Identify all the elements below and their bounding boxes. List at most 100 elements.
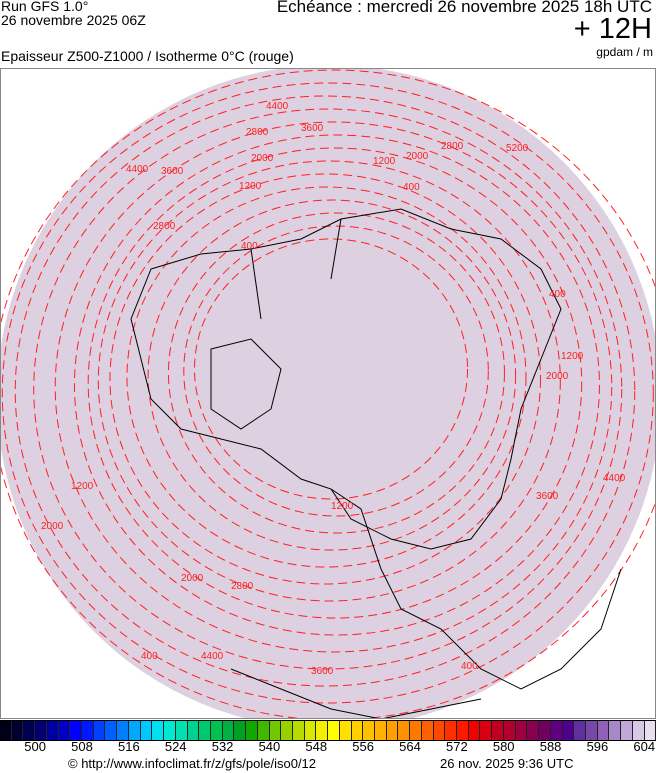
colorbar-swatch [140,721,153,740]
colorbar-swatch [164,721,176,740]
colorbar-swatch [609,721,622,740]
colorbar-swatch [351,721,364,740]
isotherm-line [183,225,489,517]
isotherm-line [33,108,623,670]
colorbar-swatch [316,721,329,740]
colorbar-label: 596 [586,739,609,754]
unit-label: gpdam / m [596,45,653,59]
lead-time: + 12H [573,13,652,45]
contour-label: 2000 [406,151,429,162]
contour-label: 1200 [373,156,396,167]
colorbar-swatch [503,721,516,740]
colorbar-swatch [199,721,211,740]
colorbar-swatch [468,721,481,740]
colorbar-swatch [527,721,540,740]
colorbar-label: 588 [539,739,562,754]
contour-label: 3600 [311,666,334,677]
colorbar-label: 524 [164,739,187,754]
contour-label: 2000 [546,371,569,382]
colorbar-swatch [175,721,188,740]
contour-label: 3600 [161,166,184,177]
colorbar-swatch [585,721,598,740]
forecast-valid-time: Echéance : mercredi 26 novembre 2025 18h… [276,0,652,16]
colorbar-swatch [234,721,247,740]
colorbar-swatch [363,721,375,740]
colorbar-label: 540 [258,739,281,754]
contour-label: 3600 [301,123,324,134]
contour-label: 400 [141,651,158,662]
run-label: Run GFS 1.0° [1,0,89,14]
colorbar-swatch [210,721,223,740]
colorbar-swatch [480,721,493,740]
colorbar-swatch [222,721,235,740]
colorbar-swatch [23,721,36,740]
contour-label: 2800 [246,127,269,138]
contour-label: 400 [549,289,566,300]
parameter-title: Epaisseur Z500-Z1000 / Isotherme 0°C (ro… [1,48,294,64]
contour-label: 5200 [506,143,529,154]
contour-label: 1200 [561,351,584,362]
colorbar-swatch [82,721,94,740]
run-date: 26 novembre 2025 06Z [1,12,146,28]
colorbar-swatch [375,721,387,740]
colorbar-swatch [339,721,352,740]
contour-label: 4400 [266,101,289,112]
colorbar-swatch [152,721,165,740]
colorbar-swatch [410,721,422,740]
colorbar-swatch [187,721,200,740]
copyright-link[interactable]: © http://www.infoclimat.fr/z/gfs/pole/is… [68,756,317,771]
colorbar-swatch [492,721,504,740]
colorbar-swatch [246,721,258,740]
colorbar-swatch [117,721,129,740]
colorbar-label: 564 [399,739,421,754]
map-svg: 4400 3600 2800 2000 1200 400 4400 3600 2… [1,69,655,718]
contour-label: 4400 [603,473,626,484]
colorbar-label: 508 [71,739,93,754]
colorbar-swatch [457,721,469,740]
isotherm-line [126,186,527,568]
contour-label: 2000 [181,573,204,584]
isotherm-line [54,121,613,653]
colorbar-swatch [550,721,563,740]
colorbar-swatch [0,721,12,740]
contour-label: 4400 [126,164,149,175]
colorbar [0,720,656,741]
colorbar-label: 548 [305,739,328,754]
colorbar-swatch [46,721,59,740]
contour-label: 2000 [251,153,274,164]
colorbar-swatch [445,721,458,740]
contour-label: 400 [241,241,258,252]
colorbar-label: 500 [24,739,46,754]
colorbar-swatch [328,721,340,740]
colorbar-swatch [621,721,633,740]
colorbar-swatch [269,721,282,740]
colorbar-swatch [539,721,551,740]
contour-label: 2800 [231,581,254,592]
contour-label: 3600 [536,491,559,502]
colorbar-swatch [257,721,270,740]
colorbar-label: 532 [211,739,234,754]
colorbar-label: 580 [492,739,515,754]
contour-label: 2000 [41,521,64,532]
colorbar-swatch [644,721,656,740]
colorbar-swatch [386,721,399,740]
colorbar-swatch [11,721,24,740]
contour-label: 1200 [71,481,94,492]
isotherm-contours [1,69,655,718]
colorbar-swatch [597,721,610,740]
isotherm-line [147,199,517,551]
contour-label: 400 [403,182,420,193]
isotherm-line [73,134,600,636]
contour-label: 1200 [331,501,354,512]
colorbar-label: 516 [117,739,140,754]
colorbar-swatch [304,721,317,740]
polar-map: 4400 3600 2800 2000 1200 400 4400 3600 2… [0,68,656,719]
map-disc [1,69,655,718]
colorbar-label: 572 [445,739,468,754]
isotherm-line [167,212,505,534]
isotherm-line [87,147,583,619]
contour-label: 2800 [441,141,464,152]
isotherm-line [1,69,655,718]
colorbar-swatch [562,721,575,740]
isotherm-line [97,160,561,602]
